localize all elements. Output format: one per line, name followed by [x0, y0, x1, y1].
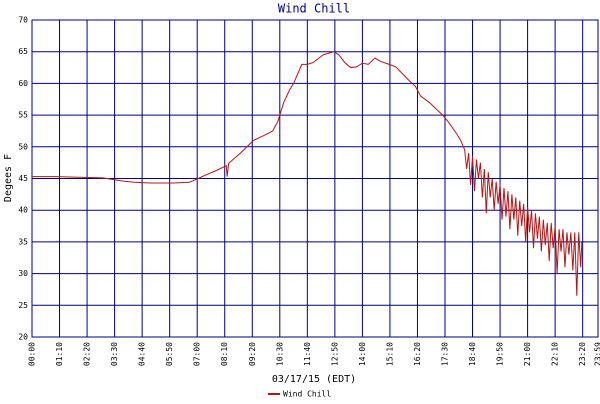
y-tick-label: 35	[18, 237, 28, 246]
x-tick-label: 15:10	[385, 342, 394, 366]
x-tick-label: 00:00	[28, 342, 37, 366]
x-tick-label: 22:10	[551, 342, 560, 366]
y-tick-label: 20	[18, 333, 28, 342]
x-tick-label: 21:00	[523, 342, 532, 366]
chart-title: Wind Chill	[278, 2, 350, 16]
y-tick-label: 50	[18, 142, 28, 151]
x-tick-label: 08:10	[220, 342, 229, 366]
y-tick-label: 45	[18, 174, 28, 183]
y-tick-label: 55	[18, 111, 28, 120]
x-tick-label: 17:30	[440, 342, 449, 366]
legend-label: Wind Chill	[283, 390, 331, 399]
y-tick-label: 30	[18, 269, 28, 278]
x-tick-label: 12:50	[330, 342, 339, 366]
x-tick-label: 03:30	[110, 342, 119, 366]
x-axis-label: 03/17/15 (EDT)	[272, 374, 356, 385]
x-tick-label: 09:20	[248, 342, 257, 366]
x-tick-label: 02:20	[83, 342, 92, 366]
x-tick-label: 11:40	[303, 342, 312, 366]
x-tick-label: 19:50	[496, 342, 505, 366]
x-tick-label: 05:50	[165, 342, 174, 366]
x-tick-label: 16:20	[413, 342, 422, 366]
y-tick-label: 70	[18, 16, 28, 25]
y-tick-label: 65	[18, 47, 28, 56]
x-tick-label: 14:00	[358, 342, 367, 366]
x-tick-label: 23:59	[594, 342, 600, 366]
x-tick-label: 01:10	[55, 342, 64, 366]
x-tick-label: 23:20	[578, 342, 587, 366]
x-tick-label: 07:00	[193, 342, 202, 366]
y-axis-label: Degees F	[3, 154, 14, 202]
y-tick-label: 40	[18, 206, 28, 215]
y-tick-label: 25	[18, 301, 28, 310]
x-tick-label: 04:40	[138, 342, 147, 366]
x-tick-label: 18:40	[468, 342, 477, 366]
x-tick-label: 10:30	[275, 342, 284, 366]
y-tick-label: 60	[18, 79, 28, 88]
